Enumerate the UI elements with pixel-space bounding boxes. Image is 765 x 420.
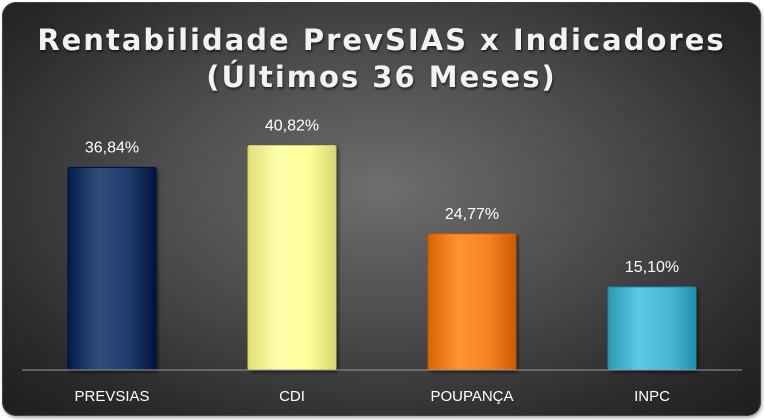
chart-title: Rentabilidade PrevSIAS x Indicadores (Úl… — [2, 22, 761, 96]
x-tick-label: POUPANÇA — [430, 388, 513, 405]
bar-inpc — [607, 286, 697, 371]
bars-group — [67, 144, 697, 371]
chart-title-line-2: (Últimos 36 Meses) — [206, 60, 557, 94]
data-label: 36,84% — [85, 139, 139, 156]
bar-poupan-a — [427, 233, 517, 371]
x-tick-label: INPC — [634, 388, 670, 405]
data-label: 15,10% — [625, 259, 679, 276]
x-tick-label: CDI — [279, 388, 305, 405]
bar-prevsias — [67, 166, 157, 371]
bar-cdi — [247, 144, 337, 371]
data-label: 40,82% — [265, 117, 319, 134]
labels-group: 36,84% PREVSIAS 40,82% CDI 24,77% POUPANÇA 15,… — [74, 117, 679, 405]
x-tick-label: PREVSIAS — [74, 388, 149, 405]
chart-title-line-1: Rentabilidade PrevSIAS x Indicadores — [37, 23, 726, 57]
data-label: 24,77% — [445, 206, 499, 223]
